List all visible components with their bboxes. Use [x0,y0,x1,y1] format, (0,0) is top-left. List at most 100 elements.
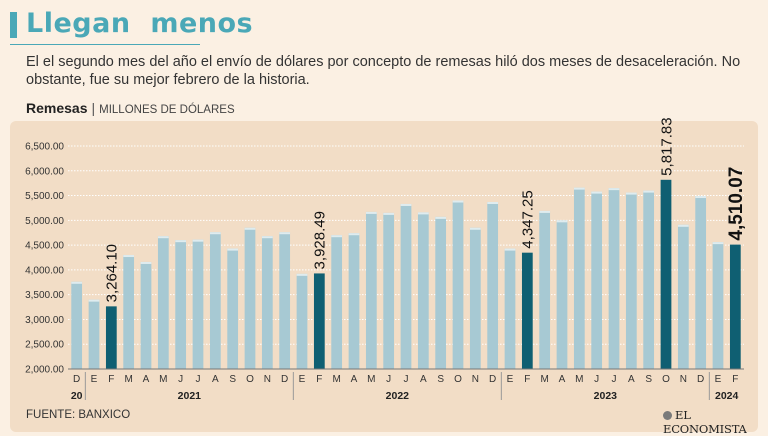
x-tick-label: O [662,374,670,385]
year-label: 2021 [178,390,202,402]
y-tick-label: 5,000.00 [25,216,64,227]
bar [348,233,360,369]
bar [123,255,135,369]
bar [157,236,169,369]
x-tick-label: F [524,374,530,385]
bar [504,248,516,369]
bar-cap [175,240,187,243]
bar-cap [209,232,221,235]
bar [712,242,724,369]
x-tick-label: F [732,374,738,385]
bar [591,191,603,369]
bar [625,192,637,369]
bar [435,216,447,369]
bar [695,196,707,369]
y-tick-label: 4,000.00 [25,265,64,276]
bar [209,232,221,369]
data-label: 3,928.49 [312,211,329,269]
bar-cap [469,227,481,230]
x-tick-label: A [420,374,427,385]
x-tick-label: O [454,374,462,385]
chart-unit: MILLONES DE DÓLARES [99,104,235,116]
bar-highlight [313,273,325,369]
bar-cap [244,227,256,230]
x-tick-label: M [159,374,167,385]
x-tick-label: M [332,374,340,385]
bar [331,235,343,369]
bar-cap [400,203,412,206]
title-underline [10,44,200,45]
x-tick-label: M [124,374,132,385]
bar-cap [140,261,152,264]
bar [140,261,152,369]
bar-cap [677,224,689,227]
bar-highlight [729,244,741,369]
bar-cap [71,281,83,284]
bar [643,190,655,369]
y-tick-label: 6,500.00 [25,142,64,153]
bar [417,212,429,369]
year-label: 2024 [715,390,739,402]
y-tick-label: 2,000.00 [25,365,64,376]
bar [487,201,499,369]
bar-cap [608,188,620,191]
x-tick-label: A [143,374,150,385]
bar-cap [417,212,429,215]
chart-header: Remesas | MILLONES DE DÓLARES [26,100,235,116]
bar [71,281,83,369]
x-tick-label: N [472,374,479,385]
bar-highlight [521,252,533,369]
x-tick-label: A [628,374,635,385]
x-tick-label: S [437,374,444,385]
x-tick-label: D [489,374,496,385]
bar-cap [504,248,516,251]
bar-cap [365,211,377,214]
x-tick-label: J [196,374,201,385]
bar [469,227,481,369]
bar-cap [539,210,551,213]
bar-cap [348,233,360,236]
bar [227,248,239,369]
year-label: 2022 [386,390,410,402]
page-title: Llegan menos [26,8,254,39]
y-tick-label: 2,500.00 [25,340,64,351]
brand-name: EL ECONOMISTA [663,408,747,436]
bar-cap [227,248,239,251]
data-label: 3,264.10 [104,244,121,302]
bar-cap [192,239,204,242]
bar [365,211,377,369]
bar [383,212,395,369]
bar-cap [296,273,308,276]
bar-cap [452,200,464,203]
bar-cap [88,299,100,302]
bar-cap [435,216,447,219]
bar-cap [157,236,169,239]
bar [88,299,100,369]
year-label: 2023 [594,390,618,402]
x-tick-label: M [575,374,583,385]
bar [279,232,291,369]
bar-highlight [660,179,672,369]
bar [296,273,308,369]
y-tick-label: 5,500.00 [25,191,64,202]
x-tick-label: S [229,374,236,385]
bar-highlight [105,306,117,369]
x-tick-label: J [178,374,183,385]
x-tick-label: J [594,374,599,385]
x-tick-label: O [246,374,254,385]
data-label: 4,510.07 [726,167,747,241]
x-tick-label: J [386,374,391,385]
bar [192,239,204,369]
bar-cap [383,212,395,215]
chart-label: Remesas [26,100,88,116]
x-tick-label: A [351,374,358,385]
bar [244,227,256,369]
x-tick-label: E [715,374,722,385]
data-label: 4,347.25 [520,190,537,248]
data-label: 5,817.83 [658,117,675,175]
bar-cap [279,232,291,235]
chart-label-separator: | [91,100,96,116]
x-tick-label: F [316,374,322,385]
bar-cap [556,220,568,223]
